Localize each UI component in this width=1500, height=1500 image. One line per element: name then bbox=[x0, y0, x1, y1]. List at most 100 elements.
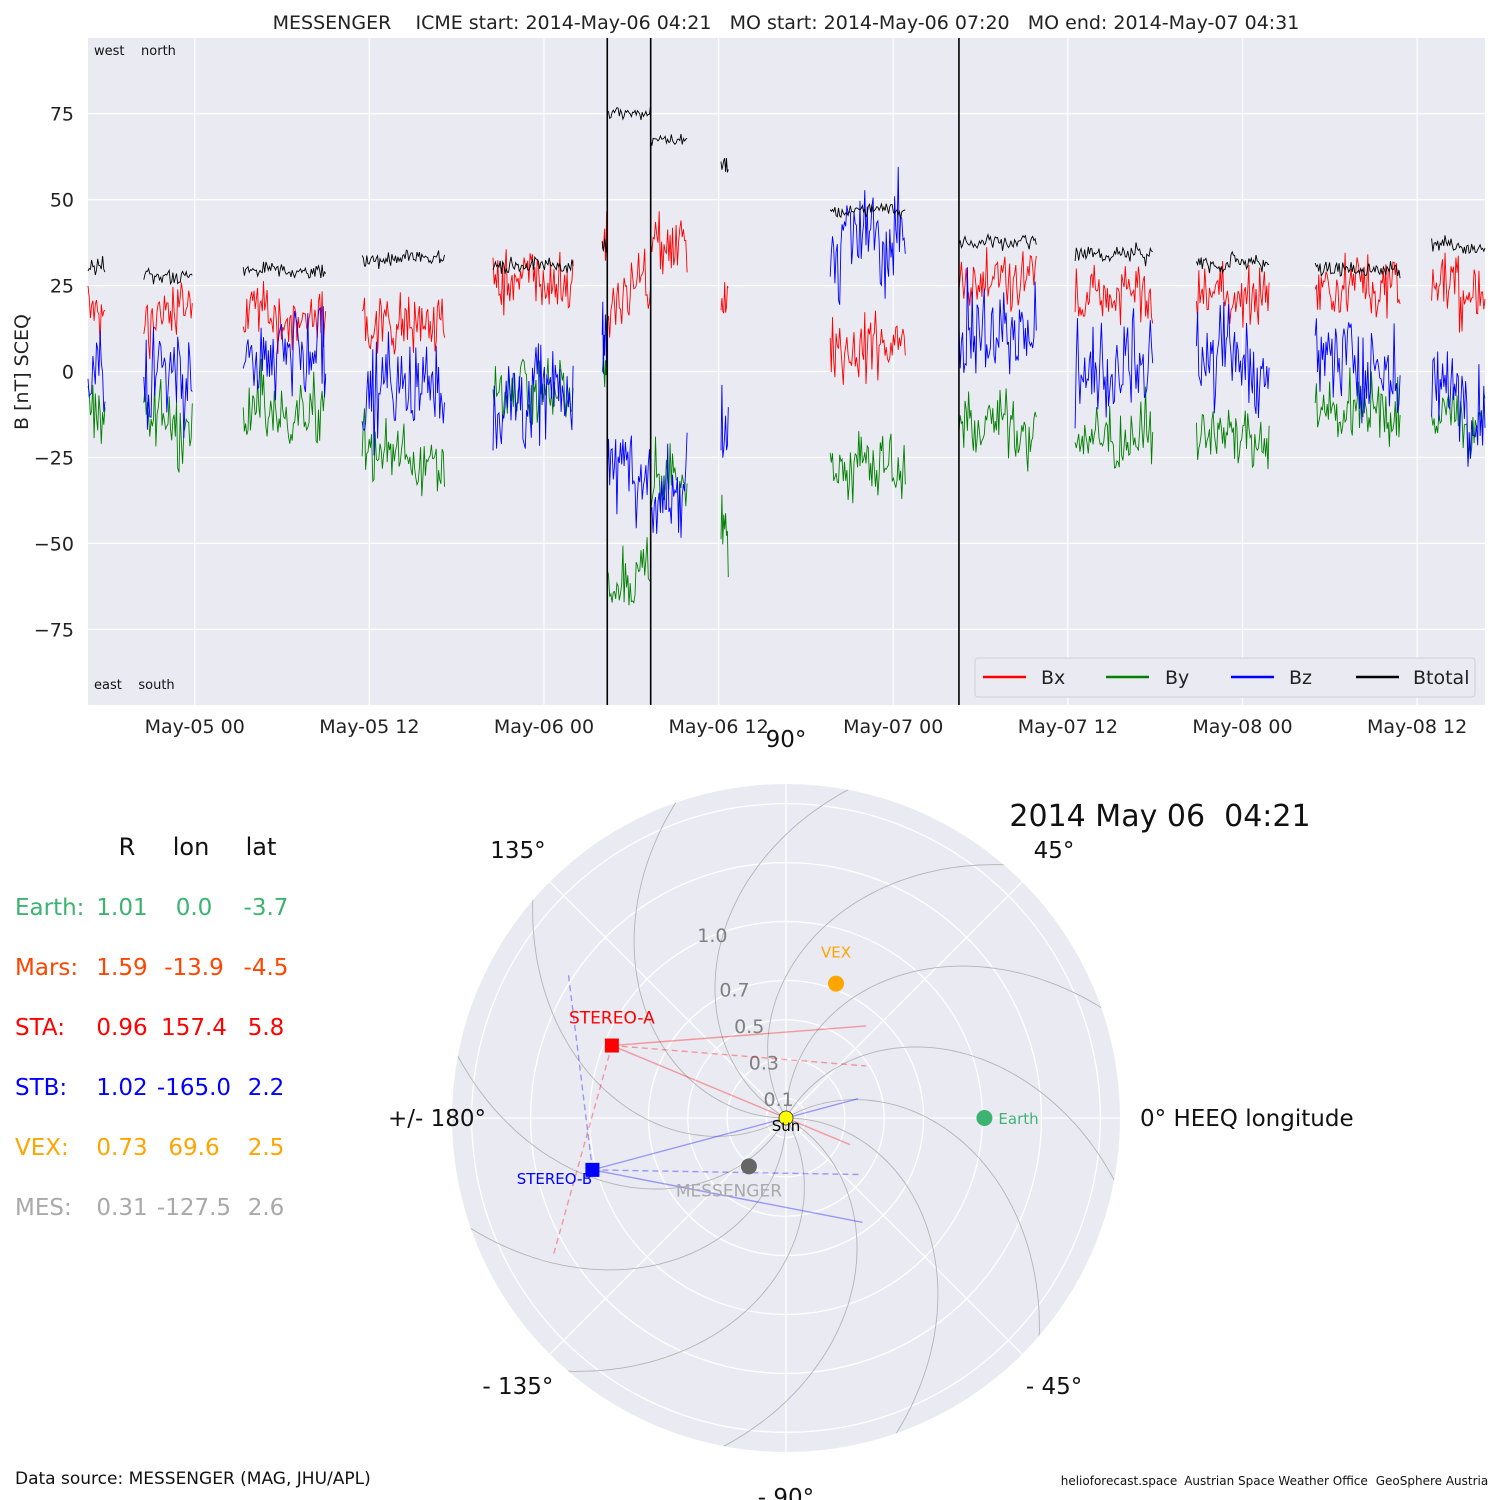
position-table-row: STB: 1.02 -165.0 2.2 bbox=[15, 1075, 284, 1101]
radial-labels: 0.1 0.3 0.5 0.7 1.0 bbox=[697, 925, 793, 1111]
corner-label-bottom: east south bbox=[94, 678, 175, 693]
stereo-a-label: STEREO-A bbox=[569, 1009, 655, 1029]
bodies: Sun Earth VEX STEREO-A STEREO-B MESSENGER bbox=[517, 944, 1039, 1202]
table-body-name: VEX: bbox=[15, 1135, 69, 1161]
bx-line bbox=[361, 292, 445, 355]
longitude-label: - 90° bbox=[758, 1485, 814, 1500]
longitude-label: - 45° bbox=[1026, 1374, 1082, 1400]
y-tick-labels: 75 50 25 0 −25 −50 −75 bbox=[34, 104, 74, 642]
table-value-r: 1.59 bbox=[96, 955, 147, 981]
position-table-row: VEX: 0.73 69.6 2.5 bbox=[15, 1135, 284, 1161]
radial-label: 0.3 bbox=[749, 1052, 779, 1074]
parker-spiral-line bbox=[712, 1117, 858, 1452]
vex-marker bbox=[827, 975, 844, 992]
bz-line bbox=[606, 435, 652, 529]
table-value-r: 1.02 bbox=[96, 1075, 147, 1101]
by-line bbox=[829, 431, 906, 504]
credit-helioforecast: helioforecast.space bbox=[1061, 1474, 1178, 1488]
y-tick-label: 75 bbox=[50, 104, 74, 126]
radial-label: 0.5 bbox=[734, 1016, 764, 1038]
earth-label: Earth bbox=[998, 1110, 1038, 1128]
legend-box bbox=[974, 657, 1476, 698]
table-value-lon: 0.0 bbox=[176, 895, 213, 921]
y-tick-label: −50 bbox=[34, 533, 74, 555]
angular-gridline bbox=[785, 1117, 1023, 1355]
table-value-lon: 157.4 bbox=[161, 1015, 227, 1041]
longitude-label: - 135° bbox=[482, 1374, 553, 1400]
table-body-name: STB: bbox=[15, 1075, 67, 1101]
by-line bbox=[958, 388, 1037, 472]
bx-line bbox=[606, 248, 652, 338]
sun-label: Sun bbox=[772, 1117, 801, 1135]
fov-line bbox=[552, 1045, 613, 1258]
by-line bbox=[242, 358, 327, 444]
bx-line bbox=[1431, 252, 1486, 333]
data-source-note: Data source: MESSENGER (MAG, JHU/APL) bbox=[15, 1469, 371, 1489]
bx-line bbox=[829, 310, 906, 385]
position-table-row: STA: 0.96 157.4 5.8 bbox=[15, 1015, 284, 1041]
table-value-r: 0.31 bbox=[96, 1195, 147, 1221]
bz-line bbox=[143, 326, 193, 439]
table-body-name: STA: bbox=[15, 1015, 65, 1041]
longitude-label: 0° HEEQ longitude bbox=[1140, 1106, 1354, 1132]
corner-label-top: west north bbox=[94, 44, 176, 59]
parker-spiral-line bbox=[785, 1099, 1040, 1349]
table-value-lat: 2.2 bbox=[248, 1075, 285, 1101]
longitude-label: +/- 180° bbox=[388, 1106, 486, 1132]
timeseries-data bbox=[87, 103, 1486, 606]
by-line bbox=[1314, 367, 1401, 447]
table-value-lat: 5.8 bbox=[248, 1015, 285, 1041]
fov-line bbox=[592, 1098, 859, 1171]
y-tick-label: 25 bbox=[50, 276, 74, 298]
credit-geosphere: GeoSphere Austria bbox=[1376, 1474, 1489, 1488]
btotal-line bbox=[720, 158, 729, 173]
fov-line bbox=[611, 1025, 867, 1047]
parker-spirals bbox=[452, 784, 1120, 1452]
parker-spiral-line bbox=[532, 887, 787, 1137]
parker-spiral-line bbox=[714, 784, 860, 1119]
y-tick-label: −75 bbox=[34, 619, 74, 641]
position-table-row: MES: 0.31 -127.5 2.6 bbox=[15, 1195, 284, 1221]
messenger-marker bbox=[740, 1158, 757, 1175]
bz-line bbox=[242, 306, 327, 401]
polar-position-plot: 0.1 0.3 0.5 0.7 1.0 Sun Earth VEX STEREO-A STERE… bbox=[388, 727, 1354, 1500]
by-line bbox=[361, 408, 445, 497]
table-header-lon: lon bbox=[173, 833, 210, 861]
stereo-b-label: STEREO-B bbox=[517, 1170, 592, 1188]
timeseries-grid bbox=[88, 38, 1485, 705]
longitude-label: 90° bbox=[766, 727, 807, 753]
table-value-lat: 2.6 bbox=[248, 1195, 285, 1221]
legend: Bx By Bz Btotal bbox=[974, 657, 1476, 698]
parker-spiral-line bbox=[785, 1117, 939, 1445]
angular-gridline bbox=[785, 881, 1023, 1119]
btotal-line bbox=[650, 133, 688, 146]
messenger-label: MESSENGER bbox=[676, 1181, 782, 1201]
table-value-r: 1.01 bbox=[96, 895, 147, 921]
credit-asweo: Austrian Space Weather Office bbox=[1184, 1474, 1368, 1488]
x-tick-label: May-06 12 bbox=[668, 716, 768, 738]
stereo-b-marker bbox=[585, 1162, 600, 1177]
parker-spiral-line bbox=[633, 791, 787, 1119]
x-tick-label: May-07 00 bbox=[843, 716, 943, 738]
table-body-name: Earth: bbox=[15, 895, 84, 921]
angular-gridline bbox=[549, 1117, 787, 1355]
bx-line bbox=[1195, 260, 1270, 328]
btotal-line bbox=[958, 233, 1037, 251]
bz-line bbox=[1195, 301, 1270, 419]
longitude-label: 135° bbox=[490, 838, 545, 864]
x-tick-label: May-06 00 bbox=[494, 716, 594, 738]
table-value-r: 0.96 bbox=[96, 1015, 147, 1041]
figure-title: MESSENGER ICME start: 2014-May-06 04:21 … bbox=[273, 12, 1300, 34]
legend-label-bz: Bz bbox=[1289, 667, 1312, 689]
table-header-r: R bbox=[119, 833, 136, 861]
angular-gridline bbox=[549, 881, 787, 1119]
position-table-row: Earth: 1.01 0.0 -3.7 bbox=[15, 895, 288, 921]
table-value-lat: -3.7 bbox=[244, 895, 289, 921]
fov-line bbox=[592, 1169, 863, 1224]
longitude-labels: 90° 45° 0° HEEQ longitude - 45° - 90° - 135° +… bbox=[388, 727, 1354, 1500]
sun-marker bbox=[778, 1110, 794, 1126]
y-tick-label: 0 bbox=[62, 362, 74, 384]
btotal-line bbox=[242, 261, 327, 279]
